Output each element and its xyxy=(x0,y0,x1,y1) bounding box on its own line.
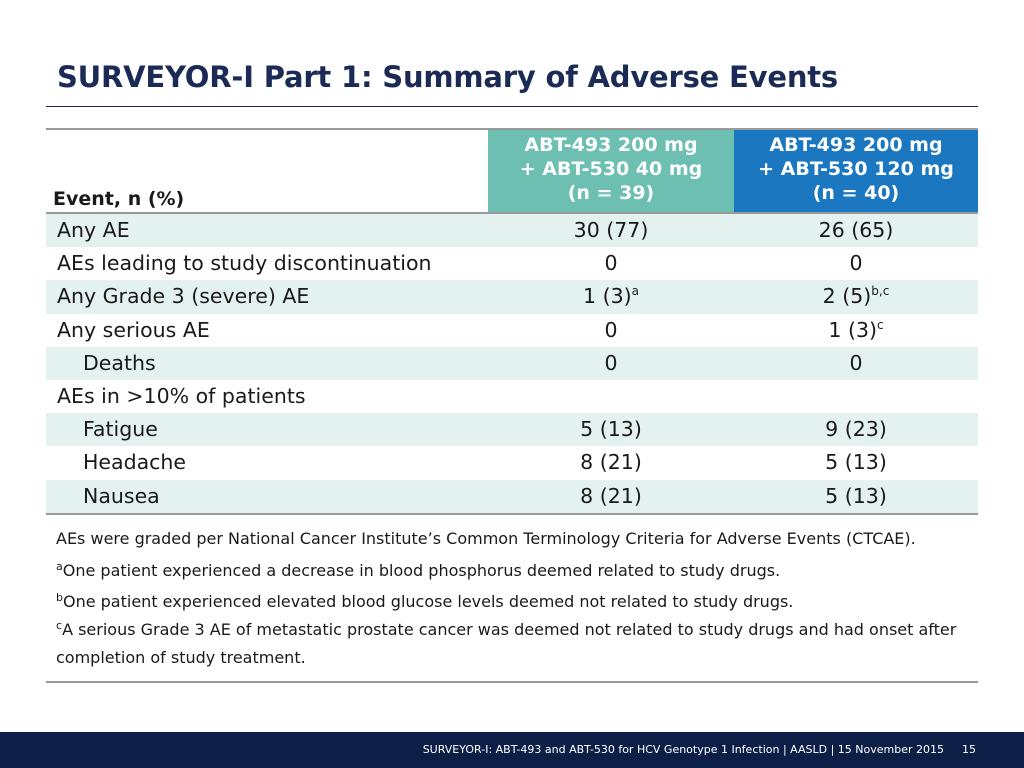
row-label: Nausea xyxy=(83,483,160,508)
table-row: Headache 8 (21) 5 (13) xyxy=(46,446,978,479)
value-120mg: 5 (13) xyxy=(825,450,887,475)
row-label: Headache xyxy=(83,450,187,475)
column-header-120mg: ABT-493 200 mg + ABT-530 120 mg (n = 40) xyxy=(734,130,978,212)
table-row: Deaths 0 0 xyxy=(46,346,978,380)
value-40mg: 0 xyxy=(604,350,618,375)
footnote-c-continued: completion of study treatment. xyxy=(56,648,306,667)
footnotes: AEs were graded per National Cancer Inst… xyxy=(56,528,971,669)
column-header-line: + ABT-530 40 mg xyxy=(519,158,703,180)
footnote-marker: a xyxy=(56,560,63,573)
footer-text: SURVEYOR-I: ABT-493 and ABT-530 for HCV … xyxy=(422,743,944,756)
value-120mg: 1 (3)c xyxy=(828,317,884,342)
column-header-line: + ABT-530 120 mg xyxy=(758,158,954,180)
table-row: Fatigue 5 (13) 9 (23) xyxy=(46,413,978,447)
value-120mg: 5 (13) xyxy=(825,483,887,508)
event-column-header: Event, n (%) xyxy=(53,188,185,210)
table-header: Event, n (%) ABT-493 200 mg + ABT-530 40… xyxy=(46,130,978,212)
value-40mg: 0 xyxy=(604,251,618,276)
table-row: Nausea 8 (21) 5 (13) xyxy=(46,479,978,513)
row-label: Any Grade 3 (severe) AE xyxy=(57,284,310,309)
value-120mg: 26 (65) xyxy=(818,218,894,242)
value-120mg: 9 (23) xyxy=(825,417,887,442)
page-number: 15 xyxy=(962,743,976,756)
row-label: Fatigue xyxy=(83,417,158,442)
table-top-rule xyxy=(46,128,978,130)
table-row: Any serious AE 0 1 (3)c xyxy=(46,314,978,347)
value-40mg: 1 (3)a xyxy=(583,284,639,309)
column-header-line: (n = 39) xyxy=(567,182,655,204)
slide-title: SURVEYOR-I Part 1: Summary of Adverse Ev… xyxy=(57,60,838,94)
footnote-marker: a xyxy=(631,284,639,299)
footnote-marker: c xyxy=(56,619,63,632)
column-header-line: (n = 40) xyxy=(812,182,900,204)
column-header-line: ABT-493 200 mg xyxy=(769,134,943,156)
row-label: AEs leading to study discontinuation xyxy=(57,251,432,276)
value-120mg: 0 xyxy=(849,251,863,276)
row-label: AEs in >10% of patients xyxy=(57,383,306,408)
row-label: Any AE xyxy=(57,218,130,242)
value-40mg: 5 (13) xyxy=(580,417,642,442)
value-40mg: 30 (77) xyxy=(573,218,649,242)
table-header-rule xyxy=(46,212,978,214)
footnote-a: aOne patient experienced a decrease in b… xyxy=(56,560,781,580)
value-40mg: 8 (21) xyxy=(580,450,642,475)
footnote-ctcae: AEs were graded per National Cancer Inst… xyxy=(56,529,916,548)
title-divider xyxy=(46,106,978,107)
footnote-b: bOne patient experienced elevated blood … xyxy=(56,591,794,611)
value-40mg: 8 (21) xyxy=(580,483,642,508)
footnote-c: cA serious Grade 3 AE of metastatic pros… xyxy=(56,619,957,639)
row-label: Any serious AE xyxy=(57,317,210,342)
column-header-40mg: ABT-493 200 mg + ABT-530 40 mg (n = 39) xyxy=(488,130,734,212)
slide-footer: SURVEYOR-I: ABT-493 and ABT-530 for HCV … xyxy=(0,732,1024,768)
table-row: Any Grade 3 (severe) AE 1 (3)a 2 (5)b,c xyxy=(46,280,978,314)
footnote-marker: b,c xyxy=(871,284,890,299)
footnote-marker: c xyxy=(877,317,884,332)
table-row: AEs leading to study discontinuation 0 0 xyxy=(46,247,978,280)
adverse-events-table: Event, n (%) ABT-493 200 mg + ABT-530 40… xyxy=(46,128,978,515)
table-row: Any AE 30 (77) 26 (65) xyxy=(46,214,978,248)
notes-divider xyxy=(46,681,978,683)
table-bottom-rule xyxy=(46,512,978,515)
row-label: Deaths xyxy=(83,350,156,375)
column-header-line: ABT-493 200 mg xyxy=(524,134,698,156)
footnote-marker: b xyxy=(56,591,63,604)
value-120mg: 2 (5)b,c xyxy=(822,284,890,309)
table-row: AEs in >10% of patients xyxy=(46,380,978,413)
value-40mg: 0 xyxy=(604,317,618,342)
value-120mg: 0 xyxy=(849,350,863,375)
